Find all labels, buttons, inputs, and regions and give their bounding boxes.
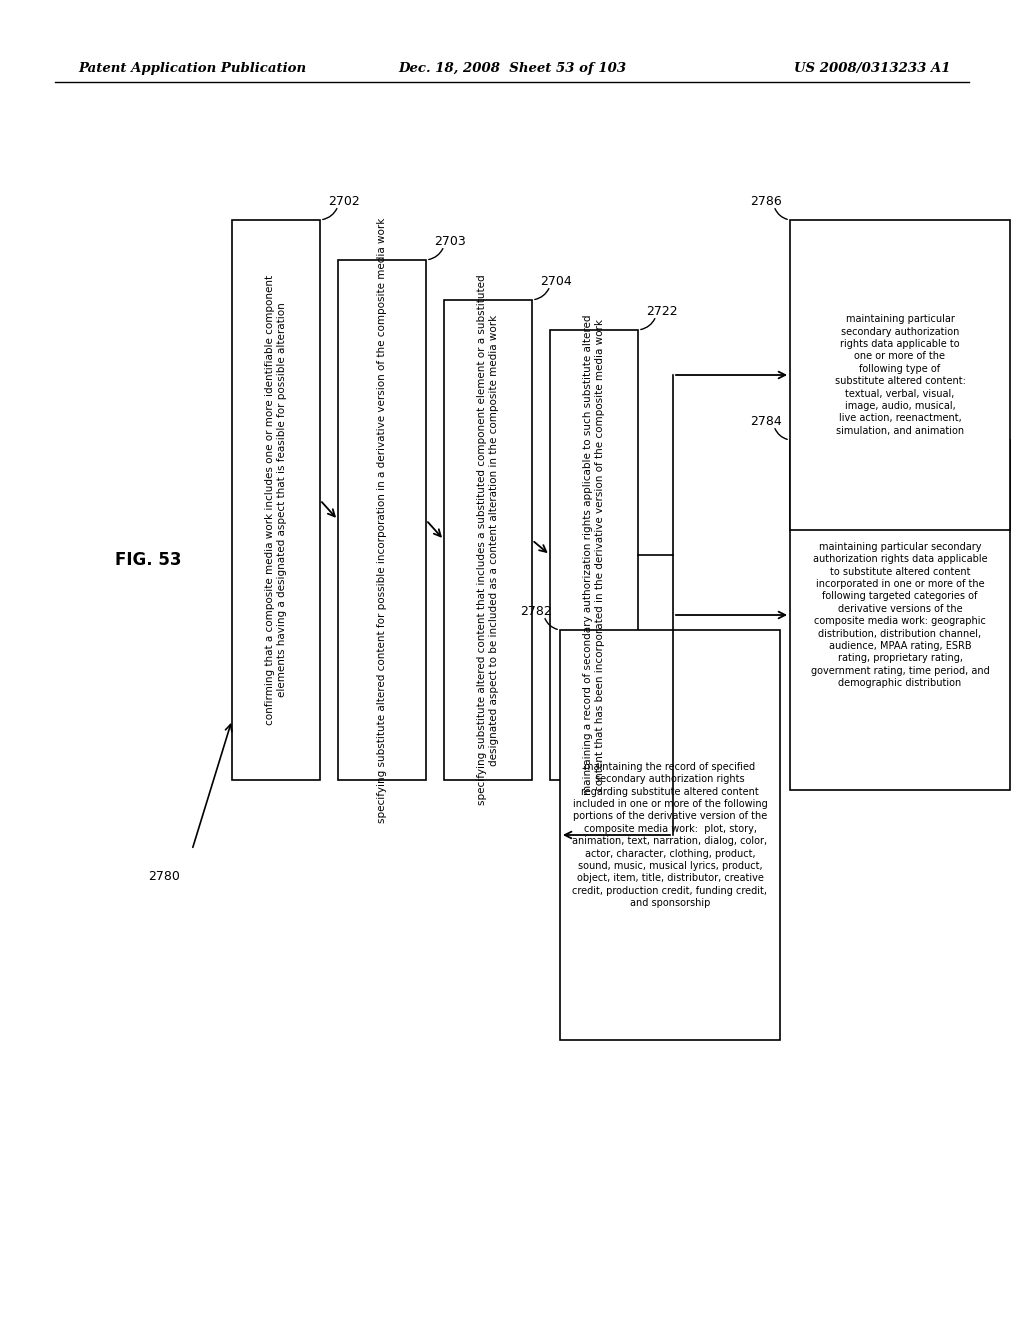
FancyBboxPatch shape [550, 330, 638, 780]
Text: US 2008/0313233 A1: US 2008/0313233 A1 [794, 62, 950, 75]
FancyBboxPatch shape [790, 440, 1010, 789]
FancyBboxPatch shape [444, 300, 532, 780]
Text: Patent Application Publication: Patent Application Publication [78, 62, 306, 75]
Text: maintaining a record of secondary authorization rights applicable to such substi: maintaining a record of secondary author… [583, 314, 605, 795]
Text: 2782: 2782 [520, 605, 552, 618]
Text: 2786: 2786 [751, 195, 782, 209]
Text: 2722: 2722 [646, 305, 678, 318]
Text: 2780: 2780 [148, 870, 180, 883]
Text: 2703: 2703 [434, 235, 466, 248]
FancyBboxPatch shape [232, 220, 319, 780]
Text: 2702: 2702 [328, 195, 359, 209]
Text: 2704: 2704 [540, 275, 571, 288]
Text: maintaining particular
secondary authorization
rights data applicable to
one or : maintaining particular secondary authori… [835, 314, 966, 436]
Text: specifying substitute altered content for possible incorporation in a derivative: specifying substitute altered content fo… [377, 218, 387, 822]
FancyBboxPatch shape [560, 630, 780, 1040]
Text: maintaining the record of specified
secondary authorization rights
regarding sub: maintaining the record of specified seco… [572, 762, 768, 908]
Text: Dec. 18, 2008  Sheet 53 of 103: Dec. 18, 2008 Sheet 53 of 103 [398, 62, 626, 75]
Text: maintaining particular secondary
authorization rights data applicable
to substit: maintaining particular secondary authori… [811, 541, 989, 688]
Text: specifying substitute altered content that includes a substituted component elem: specifying substitute altered content th… [477, 275, 500, 805]
FancyBboxPatch shape [790, 220, 1010, 531]
FancyBboxPatch shape [338, 260, 426, 780]
Text: 2784: 2784 [751, 414, 782, 428]
Text: confirming that a composite media work includes one or more identifiable compone: confirming that a composite media work i… [265, 275, 287, 725]
Text: FIG. 53: FIG. 53 [115, 550, 181, 569]
